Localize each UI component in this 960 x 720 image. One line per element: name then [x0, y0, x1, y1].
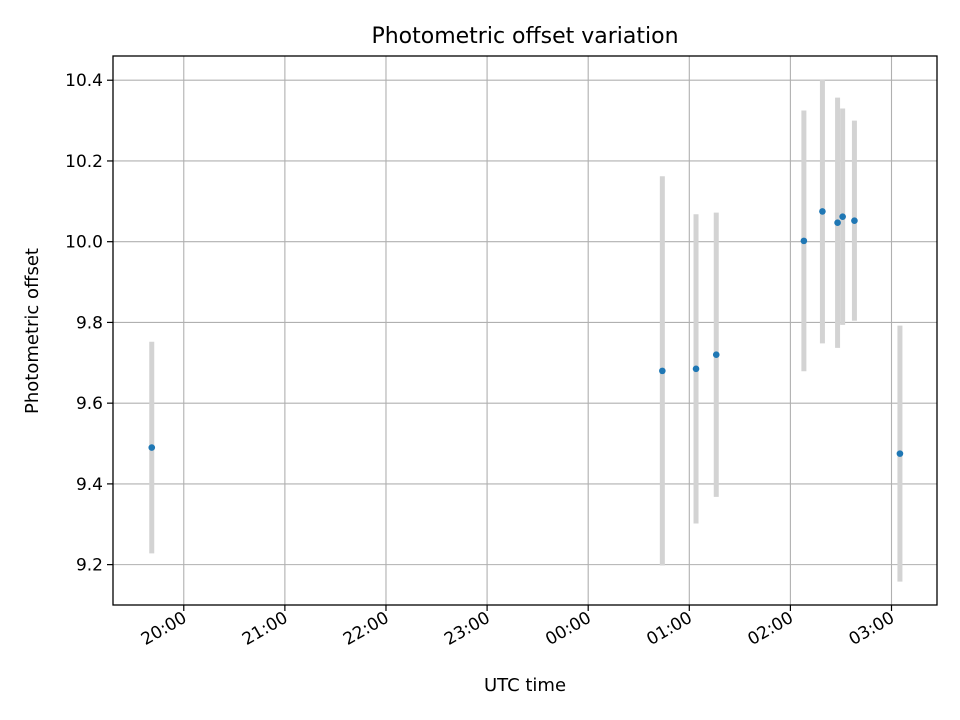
x-tick-label: 00:00: [542, 608, 594, 650]
data-point: [896, 450, 904, 457]
data-point: [692, 365, 700, 373]
y-tick-label: 9.4: [76, 475, 103, 495]
y-axis-ticks: 9.2 9.4 9.6 9.8 10.0 10.2 10.4: [65, 71, 113, 576]
y-tick-label: 9.2: [76, 556, 103, 576]
x-tick-label: 21:00: [239, 608, 291, 650]
error-bars: [149, 79, 903, 582]
y-tick-label: 10.4: [65, 71, 103, 91]
data-points: [148, 208, 904, 457]
x-tick-label: 23:00: [441, 608, 493, 650]
grid-lines: [113, 56, 937, 605]
data-point: [851, 217, 858, 224]
y-tick-label: 10.2: [65, 152, 103, 172]
x-tick-label: 02:00: [744, 608, 796, 650]
data-point: [839, 213, 846, 220]
x-tick-label: 20:00: [138, 608, 190, 650]
x-tick-label: 22:00: [340, 608, 392, 650]
y-tick-label: 10.0: [65, 233, 103, 253]
y-tick-label: 9.8: [76, 313, 103, 333]
data-point: [800, 237, 808, 245]
chart-title: Photometric offset variation: [371, 24, 678, 49]
data-point: [659, 367, 666, 375]
data-point: [712, 351, 720, 359]
data-point: [819, 208, 826, 215]
x-tick-label: 03:00: [846, 608, 898, 650]
x-tick-label: 01:00: [643, 608, 695, 650]
data-point: [834, 219, 841, 227]
y-tick-label: 9.6: [76, 394, 103, 414]
y-axis-label: Photometric offset: [22, 248, 43, 414]
x-axis-label: UTC time: [484, 675, 566, 696]
x-axis-ticks: 20:00 21:00 22:00 23:00 00:00 01:00 02:00 03:00: [138, 605, 898, 650]
data-point: [148, 444, 156, 451]
plot-frame: [112, 55, 938, 606]
